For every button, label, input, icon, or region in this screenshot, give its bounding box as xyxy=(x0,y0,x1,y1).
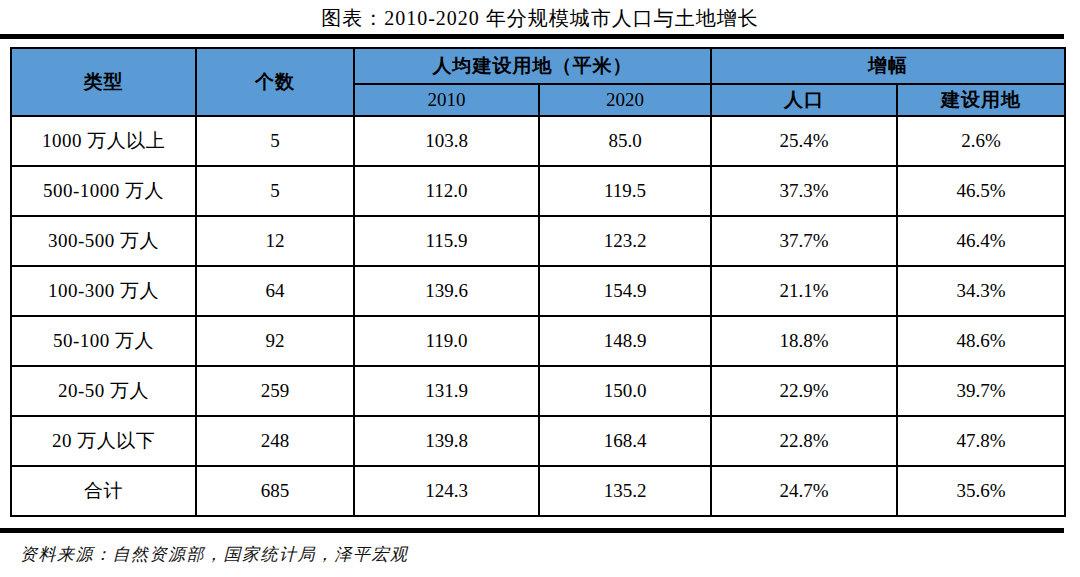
value-cell: 34.3% xyxy=(897,266,1065,316)
row-label-cell: 50-100 万人 xyxy=(11,316,196,366)
value-cell: 35.6% xyxy=(897,466,1065,516)
table-row: 1000 万人以上 5 103.8 85.0 25.4% 2.6% xyxy=(11,116,1065,166)
value-cell: 21.1% xyxy=(711,266,897,316)
top-rule xyxy=(0,34,1064,39)
value-cell: 64 xyxy=(196,266,354,316)
value-cell: 85.0 xyxy=(539,116,711,166)
value-cell: 112.0 xyxy=(354,166,539,216)
value-cell: 37.7% xyxy=(711,216,897,266)
header-growth-group: 增幅 xyxy=(711,48,1065,84)
table-row: 50-100 万人 92 119.0 148.9 18.8% 48.6% xyxy=(11,316,1065,366)
value-cell: 150.0 xyxy=(539,366,711,416)
value-cell: 22.9% xyxy=(711,366,897,416)
header-land-group: 人均建设用地（平米） xyxy=(354,48,711,84)
value-cell: 46.5% xyxy=(897,166,1065,216)
row-label-cell: 合计 xyxy=(11,466,196,516)
value-cell: 5 xyxy=(196,166,354,216)
value-cell: 2.6% xyxy=(897,116,1065,166)
value-cell: 22.8% xyxy=(711,416,897,466)
value-cell: 12 xyxy=(196,216,354,266)
value-cell: 154.9 xyxy=(539,266,711,316)
value-cell: 115.9 xyxy=(354,216,539,266)
table-header: 类型 个数 人均建设用地（平米） 增幅 2010 2020 人口 建设用地 xyxy=(11,48,1065,116)
value-cell: 46.4% xyxy=(897,216,1065,266)
row-label-cell: 1000 万人以上 xyxy=(11,116,196,166)
row-label-cell: 100-300 万人 xyxy=(11,266,196,316)
value-cell: 139.8 xyxy=(354,416,539,466)
figure-title: 图表：2010-2020 年分规模城市人口与土地增长 xyxy=(0,5,1080,31)
value-cell: 24.7% xyxy=(711,466,897,516)
value-cell: 39.7% xyxy=(897,366,1065,416)
value-cell: 168.4 xyxy=(539,416,711,466)
value-cell: 37.3% xyxy=(711,166,897,216)
value-cell: 48.6% xyxy=(897,316,1065,366)
value-cell: 131.9 xyxy=(354,366,539,416)
value-cell: 259 xyxy=(196,366,354,416)
value-cell: 139.6 xyxy=(354,266,539,316)
table-row: 20 万人以下 248 139.8 168.4 22.8% 47.8% xyxy=(11,416,1065,466)
header-population: 人口 xyxy=(711,84,897,116)
header-year-2020: 2020 xyxy=(539,84,711,116)
value-cell: 103.8 xyxy=(354,116,539,166)
value-cell: 5 xyxy=(196,116,354,166)
source-note: 资料来源：自然资源部，国家统计局，泽平宏观 xyxy=(20,543,1080,566)
table-body: 1000 万人以上 5 103.8 85.0 25.4% 2.6% 500-10… xyxy=(11,116,1065,516)
bottom-rule xyxy=(0,528,1064,533)
value-cell: 18.8% xyxy=(711,316,897,366)
header-count: 个数 xyxy=(196,48,354,116)
header-type: 类型 xyxy=(11,48,196,116)
row-label-cell: 500-1000 万人 xyxy=(11,166,196,216)
table-row: 500-1000 万人 5 112.0 119.5 37.3% 46.5% xyxy=(11,166,1065,216)
value-cell: 124.3 xyxy=(354,466,539,516)
row-label-cell: 20 万人以下 xyxy=(11,416,196,466)
table-container: 类型 个数 人均建设用地（平米） 增幅 2010 2020 人口 建设用地 10… xyxy=(10,47,1064,517)
value-cell: 685 xyxy=(196,466,354,516)
value-cell: 123.2 xyxy=(539,216,711,266)
table-row: 20-50 万人 259 131.9 150.0 22.9% 39.7% xyxy=(11,366,1065,416)
table-row: 300-500 万人 12 115.9 123.2 37.7% 46.4% xyxy=(11,216,1065,266)
row-label-cell: 300-500 万人 xyxy=(11,216,196,266)
value-cell: 148.9 xyxy=(539,316,711,366)
row-label-cell: 20-50 万人 xyxy=(11,366,196,416)
table-row: 100-300 万人 64 139.6 154.9 21.1% 34.3% xyxy=(11,266,1065,316)
value-cell: 248 xyxy=(196,416,354,466)
table-row-total: 合计 685 124.3 135.2 24.7% 35.6% xyxy=(11,466,1065,516)
value-cell: 25.4% xyxy=(711,116,897,166)
header-construction-land: 建设用地 xyxy=(897,84,1065,116)
value-cell: 119.5 xyxy=(539,166,711,216)
header-row-groups: 类型 个数 人均建设用地（平米） 增幅 xyxy=(11,48,1065,84)
city-growth-table: 类型 个数 人均建设用地（平米） 增幅 2010 2020 人口 建设用地 10… xyxy=(10,47,1066,517)
value-cell: 135.2 xyxy=(539,466,711,516)
figure-page: 图表：2010-2020 年分规模城市人口与土地增长 类型 个数 人均建设用地（… xyxy=(0,5,1080,577)
header-year-2010: 2010 xyxy=(354,84,539,116)
value-cell: 47.8% xyxy=(897,416,1065,466)
value-cell: 119.0 xyxy=(354,316,539,366)
value-cell: 92 xyxy=(196,316,354,366)
